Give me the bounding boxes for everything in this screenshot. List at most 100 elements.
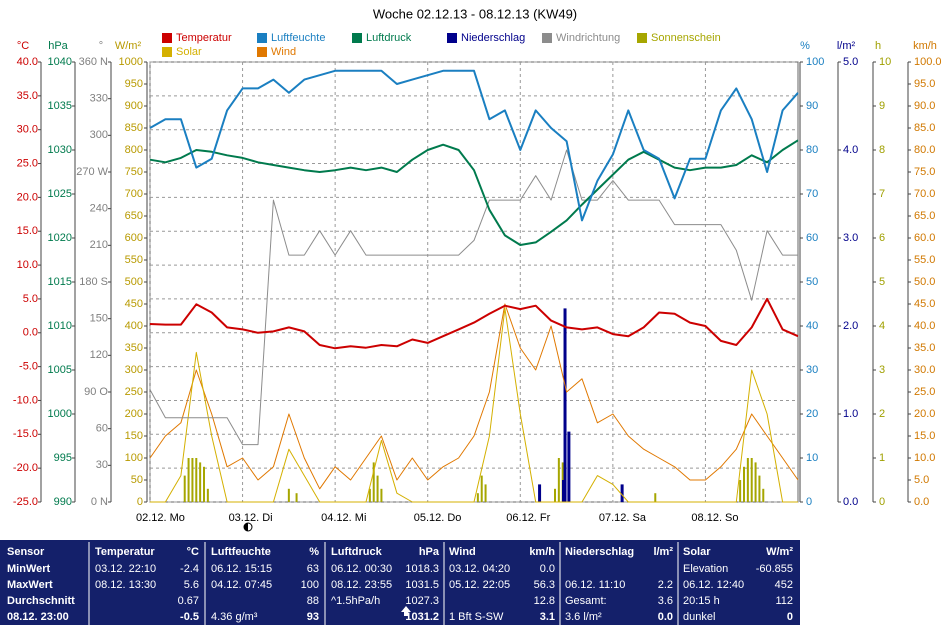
line-series	[149, 149, 798, 446]
table-header: Solar	[683, 546, 711, 558]
bar	[199, 462, 202, 502]
table-value: 0.67	[178, 595, 199, 607]
bar	[287, 488, 290, 502]
y-tick-label: 360 N	[79, 56, 108, 68]
y-tick-label: 0	[806, 496, 812, 508]
table-unit: hPa	[419, 546, 440, 558]
bar	[380, 488, 383, 502]
table-header: Wind	[449, 546, 476, 558]
table-value: 5.6	[184, 579, 199, 591]
y-tick-label: 5	[879, 276, 885, 288]
y-tick-label: 650	[125, 210, 143, 222]
table-label: 06.12. 12:40	[683, 579, 744, 591]
bar	[743, 466, 745, 502]
y-tick-label: 0 N	[91, 496, 108, 508]
y-tick-label: 1000	[48, 408, 72, 420]
y-tick-label: 1020	[48, 232, 72, 244]
table-value: -2.4	[180, 563, 199, 575]
x-tick-label: 08.12. So	[691, 512, 738, 524]
table-label: 3.6 l/m²	[565, 611, 602, 623]
table-label: 05.12. 22:05	[449, 579, 510, 591]
table-value: 3.6	[658, 595, 673, 607]
y-tick-label: 1035	[48, 100, 72, 112]
legend-swatch	[162, 47, 172, 57]
y-tick-label: 250	[125, 386, 143, 398]
bar	[376, 475, 379, 502]
legend-swatch	[162, 33, 172, 43]
y-tick-label: 40	[806, 320, 818, 332]
bar	[187, 458, 190, 502]
table-label: 04.12. 07:45	[211, 579, 272, 591]
y-tick-label: 1000	[119, 56, 143, 68]
plot-layer: 02.12. Mo 03.12. Di 04.12. Mi 05.12. Do 06.1…	[13, 32, 942, 524]
legend-label: Solar	[176, 46, 202, 58]
table-value: 452	[775, 579, 793, 591]
legend-swatch	[542, 33, 552, 43]
bar	[620, 484, 624, 502]
y-tick-label: 100.0	[914, 56, 942, 68]
bar	[368, 488, 371, 502]
table-label: 03.12. 22:10	[95, 563, 156, 575]
line-series	[149, 69, 799, 222]
table-header: Niederschlag	[565, 546, 634, 558]
table-unit: l/m²	[653, 546, 673, 558]
axis-unit: °	[99, 40, 103, 52]
table-row-name: 08.12. 23:00	[7, 611, 69, 623]
y-tick-label: 270 W	[76, 166, 108, 178]
y-tick-label: 50	[806, 276, 818, 288]
line-series	[149, 139, 799, 246]
table-label: 06.12. 15:15	[211, 563, 272, 575]
y-tick-label: 15.0	[17, 225, 38, 237]
sun-icon-half	[244, 523, 248, 531]
y-tick-label: 0.0	[843, 496, 858, 508]
bar	[739, 480, 742, 502]
y-tick-label: 80	[806, 144, 818, 156]
table-label: 06.12. 00:30	[331, 563, 392, 575]
y-tick-label: 1	[879, 452, 885, 464]
y-tick-label: 150	[90, 313, 108, 325]
table-value: 2.2	[658, 579, 673, 591]
axis-unit: hPa	[48, 40, 68, 52]
y-tick-label: 10	[806, 452, 818, 464]
bar	[563, 308, 567, 502]
table-label: Elevation	[683, 563, 728, 575]
bar	[476, 493, 479, 502]
table-value: 0	[787, 611, 793, 623]
table-label: 03.12. 04:20	[449, 563, 510, 575]
y-tick-label: 120	[90, 349, 108, 361]
y-tick-label: 950	[125, 78, 143, 90]
axis-unit: km/h	[913, 40, 937, 52]
y-tick-label: 4	[879, 320, 885, 332]
y-tick-label: 850	[125, 122, 143, 134]
y-tick-label: 65.0	[914, 210, 935, 222]
table-unit: °C	[187, 546, 199, 558]
table-value: -0.5	[180, 611, 199, 623]
chart-title: Woche 02.12.13 - 08.12.13 (KW49)	[373, 6, 577, 21]
y-tick-label: 0.0	[23, 327, 38, 339]
y-tick-label: 0.0	[914, 496, 929, 508]
legend-swatch	[257, 47, 267, 57]
y-tick-label: 30	[806, 364, 818, 376]
legend-swatch	[352, 33, 362, 43]
bar	[750, 458, 753, 502]
y-tick-label: 1010	[48, 320, 72, 332]
y-tick-label: 10.0	[914, 452, 935, 464]
x-tick-label: 05.12. Do	[414, 512, 462, 524]
table-label: 06.12. 11:10	[565, 579, 625, 591]
y-tick-label: -25.0	[13, 496, 38, 508]
bar	[372, 462, 375, 502]
y-tick-label: 450	[125, 298, 143, 310]
y-tick-label: 20.0	[17, 191, 38, 203]
line-series	[150, 307, 798, 503]
y-tick-label: 300	[90, 129, 108, 141]
y-tick-label: 1030	[48, 144, 72, 156]
bar	[762, 488, 765, 502]
table-value: 3.1	[540, 611, 555, 623]
y-tick-label: -5.0	[19, 361, 38, 373]
bar	[203, 466, 205, 502]
axis-unit: W/m²	[115, 40, 142, 52]
y-tick-label: 70.0	[914, 188, 935, 200]
table-label: 08.12. 23:55	[331, 579, 392, 591]
y-tick-label: 5.0	[843, 56, 858, 68]
y-tick-label: -15.0	[13, 428, 38, 440]
